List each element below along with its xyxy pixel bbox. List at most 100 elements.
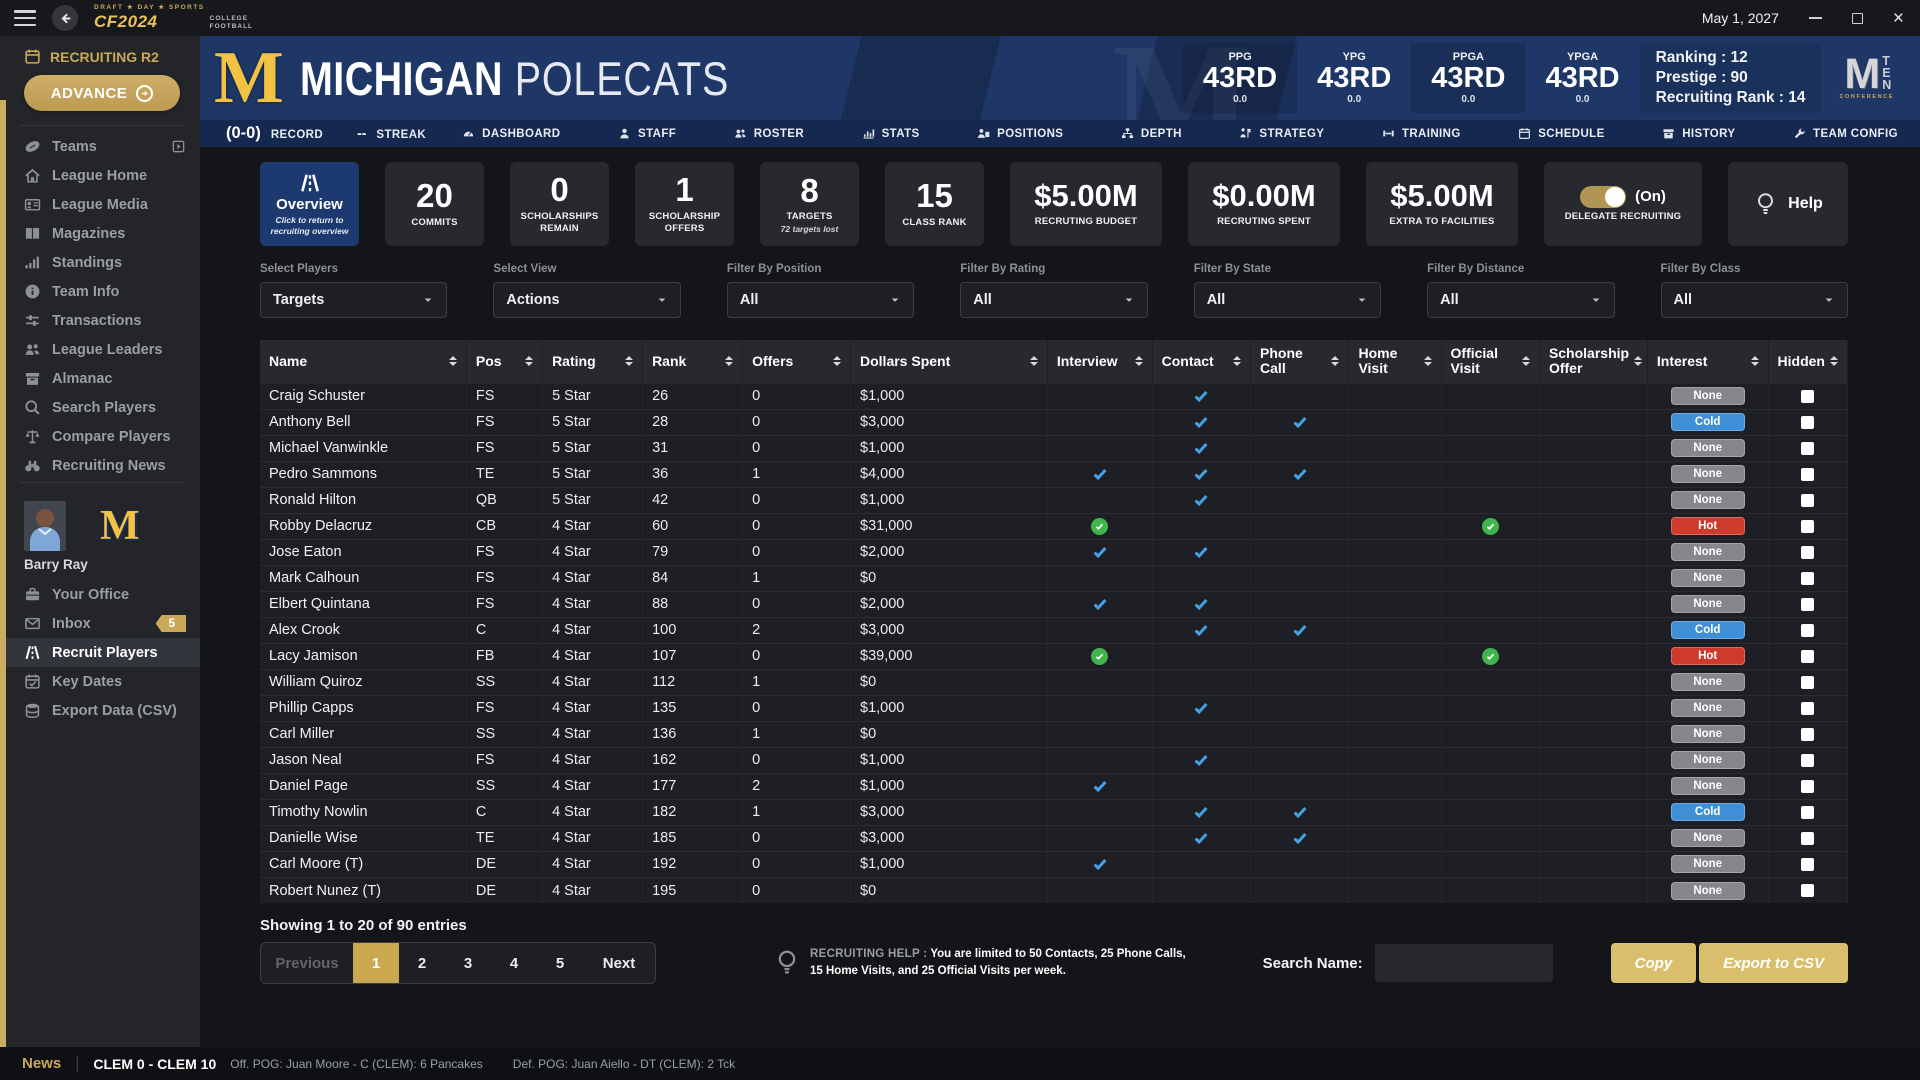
player-name[interactable]: Alex Crook (260, 616, 467, 644)
sidebar-item-standings[interactable]: Standings (6, 248, 200, 277)
player-name[interactable]: Ronald Hilton (260, 486, 467, 514)
column-header-hidden[interactable]: Hidden (1768, 340, 1849, 384)
sidebar-item-recruit-players[interactable]: Recruit Players (6, 638, 200, 667)
pagination-page-2[interactable]: 2 (399, 943, 445, 983)
table-row[interactable]: Timothy Nowlin C 4 Star 182 1 $3,000 Cold (260, 798, 1849, 826)
column-header-offers[interactable]: Offers (742, 340, 851, 384)
tab-positions[interactable]: POSITIONS (977, 127, 1063, 140)
sidebar-item-recruiting-news[interactable]: Recruiting News (6, 451, 200, 480)
hidden-checkbox[interactable] (1801, 493, 1815, 507)
popout-icon[interactable] (171, 139, 186, 154)
filter-select-filter-by-rating[interactable]: All (960, 282, 1148, 318)
hidden-checkbox[interactable] (1801, 701, 1815, 715)
table-row[interactable]: Craig Schuster FS 5 Star 26 0 $1,000 None (260, 382, 1849, 410)
column-header-phone-call[interactable]: Phone Call (1250, 340, 1350, 384)
window-minimize-button[interactable] (1808, 17, 1822, 19)
pagination-page-5[interactable]: 5 (537, 943, 583, 983)
tab-roster[interactable]: ROSTER (734, 127, 804, 140)
hidden-checkbox[interactable] (1801, 623, 1815, 637)
player-name[interactable]: Danielle Wise (260, 824, 467, 852)
player-name[interactable]: Craig Schuster (260, 382, 467, 410)
pagination-page-3[interactable]: 3 (445, 943, 491, 983)
hidden-checkbox[interactable] (1801, 649, 1815, 663)
tab-stats[interactable]: STATS (862, 127, 920, 140)
column-header-rank[interactable]: Rank (642, 340, 744, 384)
player-name[interactable]: Timothy Nowlin (260, 798, 467, 826)
tab-team-config[interactable]: TEAM CONFIG (1793, 127, 1898, 140)
sidebar-item-league-home[interactable]: League Home (6, 161, 200, 190)
table-row[interactable]: Michael Vanwinkle FS 5 Star 31 0 $1,000 None (260, 434, 1849, 462)
back-button[interactable] (52, 5, 78, 31)
player-name[interactable]: Elbert Quintana (260, 590, 467, 618)
hidden-checkbox[interactable] (1801, 597, 1815, 611)
table-row[interactable]: Elbert Quintana FS 4 Star 88 0 $2,000 None (260, 590, 1849, 618)
player-name[interactable]: Michael Vanwinkle (260, 434, 467, 462)
tab-schedule[interactable]: SCHEDULE (1518, 127, 1604, 140)
table-row[interactable]: Robby Delacruz CB 4 Star 60 0 $31,000 Hot (260, 512, 1849, 540)
hidden-checkbox[interactable] (1801, 441, 1815, 455)
player-name[interactable]: Robby Delacruz (260, 512, 467, 540)
sidebar-item-compare-players[interactable]: Compare Players (6, 422, 200, 451)
pagination-previous-button[interactable]: Previous (261, 943, 353, 983)
hidden-checkbox[interactable] (1801, 675, 1815, 689)
column-header-interest[interactable]: Interest (1647, 340, 1769, 384)
player-name[interactable]: Phillip Capps (260, 694, 467, 722)
table-row[interactable]: Carl Moore (T) DE 4 Star 192 0 $1,000 None (260, 850, 1849, 878)
tab-history[interactable]: HISTORY (1662, 127, 1735, 140)
table-row[interactable]: Mark Calhoun FS 4 Star 84 1 $0 None (260, 564, 1849, 592)
sidebar-item-league-leaders[interactable]: League Leaders (6, 335, 200, 364)
hidden-checkbox[interactable] (1801, 857, 1815, 871)
table-row[interactable]: Ronald Hilton QB 5 Star 42 0 $1,000 None (260, 486, 1849, 514)
tab-depth[interactable]: DEPTH (1121, 127, 1182, 140)
table-row[interactable]: Anthony Bell FS 5 Star 28 0 $3,000 Cold (260, 408, 1849, 436)
table-row[interactable]: Jose Eaton FS 4 Star 79 0 $2,000 None (260, 538, 1849, 566)
search-name-input[interactable] (1374, 944, 1553, 983)
tab-strategy[interactable]: STRATEGY (1239, 127, 1324, 140)
hidden-checkbox[interactable] (1801, 467, 1815, 481)
table-row[interactable]: Daniel Page SS 4 Star 177 2 $1,000 None (260, 772, 1849, 800)
filter-select-filter-by-state[interactable]: All (1193, 282, 1382, 318)
table-row[interactable]: Jason Neal FS 4 Star 162 0 $1,000 None (260, 746, 1849, 774)
window-close-button[interactable]: × (1892, 7, 1904, 29)
export-csv-button[interactable]: Export to CSV (1699, 943, 1848, 984)
pagination-next-button[interactable]: Next (583, 943, 655, 983)
hidden-checkbox[interactable] (1801, 415, 1815, 429)
column-header-dollars-spent[interactable]: Dollars Spent (850, 340, 1048, 384)
table-row[interactable]: Danielle Wise TE 4 Star 185 0 $3,000 None (260, 824, 1849, 852)
hidden-checkbox[interactable] (1801, 884, 1815, 898)
column-header-contact[interactable]: Contact (1152, 340, 1252, 384)
player-name[interactable]: Carl Miller (260, 720, 467, 748)
sidebar-item-your-office[interactable]: Your Office (6, 580, 200, 609)
sidebar-item-export-data-csv[interactable]: Export Data (CSV) (6, 696, 200, 725)
table-row[interactable]: Lacy Jamison FB 4 Star 107 0 $39,000 Hot (260, 642, 1849, 670)
column-header-scholarship-offer[interactable]: Scholarship Offer (1539, 340, 1648, 384)
sidebar-item-key-dates[interactable]: Key Dates (6, 667, 200, 696)
tab-staff[interactable]: STAFF (618, 127, 676, 140)
player-name[interactable]: Carl Moore (T) (260, 850, 467, 878)
table-row[interactable]: William Quiroz SS 4 Star 112 1 $0 None (260, 668, 1849, 696)
table-row[interactable]: Carl Miller SS 4 Star 136 1 $0 None (260, 720, 1849, 748)
pagination-page-1[interactable]: 1 (353, 943, 399, 984)
column-header-pos[interactable]: Pos (466, 340, 544, 384)
sidebar-item-league-media[interactable]: League Media (6, 190, 200, 219)
sidebar-item-transactions[interactable]: Transactions (6, 306, 200, 335)
sidebar-item-almanac[interactable]: Almanac (6, 364, 200, 393)
player-name[interactable]: Mark Calhoun (260, 564, 467, 592)
table-row[interactable]: Alex Crook C 4 Star 100 2 $3,000 Cold (260, 616, 1849, 644)
table-row[interactable]: Phillip Capps FS 4 Star 135 0 $1,000 None (260, 694, 1849, 722)
column-header-official-visit[interactable]: Official Visit (1441, 340, 1540, 384)
news-label[interactable]: News (22, 1055, 62, 1072)
delegate-toggle[interactable] (1580, 185, 1627, 208)
player-name[interactable]: Daniel Page (260, 772, 467, 800)
table-row[interactable]: Pedro Sammons TE 5 Star 36 1 $4,000 None (260, 460, 1849, 488)
player-name[interactable]: Jason Neal (260, 746, 467, 774)
hidden-checkbox[interactable] (1801, 779, 1815, 793)
hidden-checkbox[interactable] (1801, 571, 1815, 585)
player-name[interactable]: Lacy Jamison (260, 642, 467, 670)
player-name[interactable]: William Quiroz (260, 668, 467, 696)
player-name[interactable]: Pedro Sammons (260, 460, 467, 488)
filter-select-filter-by-distance[interactable]: All (1427, 282, 1615, 318)
filter-select-select-players[interactable]: Targets (260, 282, 448, 318)
column-header-interview[interactable]: Interview (1047, 340, 1153, 384)
player-name[interactable]: Robert Nunez (T) (260, 876, 467, 904)
